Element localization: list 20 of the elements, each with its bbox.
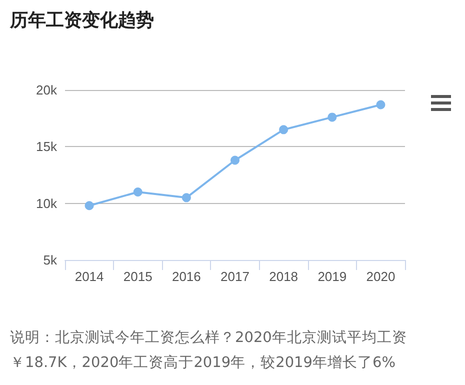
point	[376, 100, 386, 110]
x-tick-label: 2016	[172, 269, 201, 284]
y-tick-label: 10k	[36, 196, 58, 211]
x-tick-label: 2018	[269, 269, 298, 284]
point	[230, 156, 240, 165]
y-tick-label: 20k	[36, 82, 58, 98]
y-tick-label: 15k	[36, 139, 58, 154]
point	[182, 193, 191, 202]
y-tick-label: 5k	[43, 252, 58, 268]
text: 说明：北京测试今年工资怎么样？2020年北京测试平均工资￥18.7K，2020年工资高于2019年，较2019年增长了6%	[10, 328, 408, 373]
x-tick-label: 2014	[74, 269, 104, 284]
point	[328, 112, 337, 122]
point	[133, 188, 142, 196]
point	[279, 125, 288, 134]
chart-title: 历年工资变化趋势	[10, 9, 154, 32]
point	[84, 201, 94, 210]
x-tick-label: 2017	[220, 269, 250, 284]
x-tick-label: 2019	[318, 269, 347, 284]
x-tick-label: 2015	[123, 269, 152, 284]
x-tick-label: 2020	[366, 269, 396, 284]
